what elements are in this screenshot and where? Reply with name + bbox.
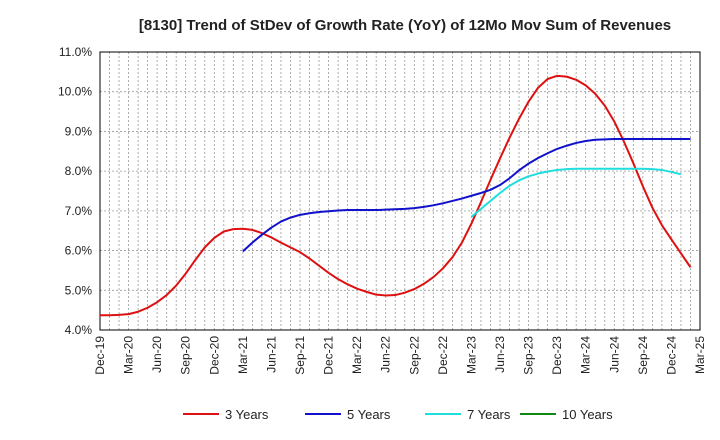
x-tick-label: Mar-21	[236, 336, 250, 374]
plot-area-frame	[99, 51, 701, 331]
x-tick-label: Dec-21	[322, 336, 336, 375]
y-tick-label: 10.0%	[58, 85, 92, 99]
y-tick-label: 7.0%	[65, 204, 93, 218]
legend-label: 7 Years	[467, 407, 511, 422]
x-tick-label: Sep-23	[522, 336, 536, 375]
x-tick-label: Mar-23	[464, 336, 478, 374]
legend-label: 5 Years	[347, 407, 391, 422]
chart-title: [8130] Trend of StDev of Growth Rate (Yo…	[139, 17, 671, 34]
x-tick-label: Jun-22	[379, 336, 393, 373]
x-tick-label: Jun-24	[607, 336, 621, 373]
legend-label: 3 Years	[225, 407, 269, 422]
y-tick-label: 4.0%	[65, 323, 93, 337]
x-tick-label: Mar-20	[122, 336, 136, 374]
y-axis-ticks: 4.0% 5.0% 6.0% 7.0% 8.0% 9.0% 10.0% 11.0%	[58, 45, 92, 337]
gridlines	[100, 52, 700, 330]
x-tick-label: Sep-22	[407, 336, 421, 375]
x-tick-label: Jun-21	[264, 336, 278, 373]
x-tick-label: Dec-19	[93, 336, 107, 375]
x-tick-label: Dec-22	[436, 336, 450, 375]
y-tick-label: 11.0%	[59, 45, 92, 59]
x-tick-label: Sep-20	[179, 336, 193, 375]
x-tick-label: Dec-20	[207, 336, 221, 375]
series-line-5-years	[242, 137, 691, 253]
y-tick-label: 8.0%	[65, 164, 93, 178]
x-tick-label: Jun-20	[150, 336, 164, 373]
y-tick-label: 6.0%	[65, 244, 93, 258]
x-tick-label: Mar-24	[579, 336, 593, 374]
series-line-3-years	[100, 74, 692, 317]
x-tick-label: Mar-25	[693, 336, 707, 374]
x-tick-label: Jun-23	[493, 336, 507, 373]
legend-label: 10 Years	[562, 407, 613, 422]
series-lines	[100, 74, 692, 317]
x-tick-label: Sep-24	[636, 336, 650, 375]
x-tick-label: Dec-24	[664, 336, 678, 375]
y-tick-label: 9.0%	[65, 124, 93, 138]
x-tick-label: Mar-22	[350, 336, 364, 374]
legend: 3 Years 5 Years 7 Years 10 Years	[183, 407, 613, 422]
series-line-7-years	[470, 167, 682, 218]
x-tick-label: Sep-21	[293, 336, 307, 375]
y-tick-label: 5.0%	[65, 283, 93, 297]
x-axis-ticks: Dec-19 Mar-20 Jun-20 Sep-20 Dec-20 Mar-21 Jun-…	[93, 336, 707, 375]
x-tick-label: Dec-23	[550, 336, 564, 375]
